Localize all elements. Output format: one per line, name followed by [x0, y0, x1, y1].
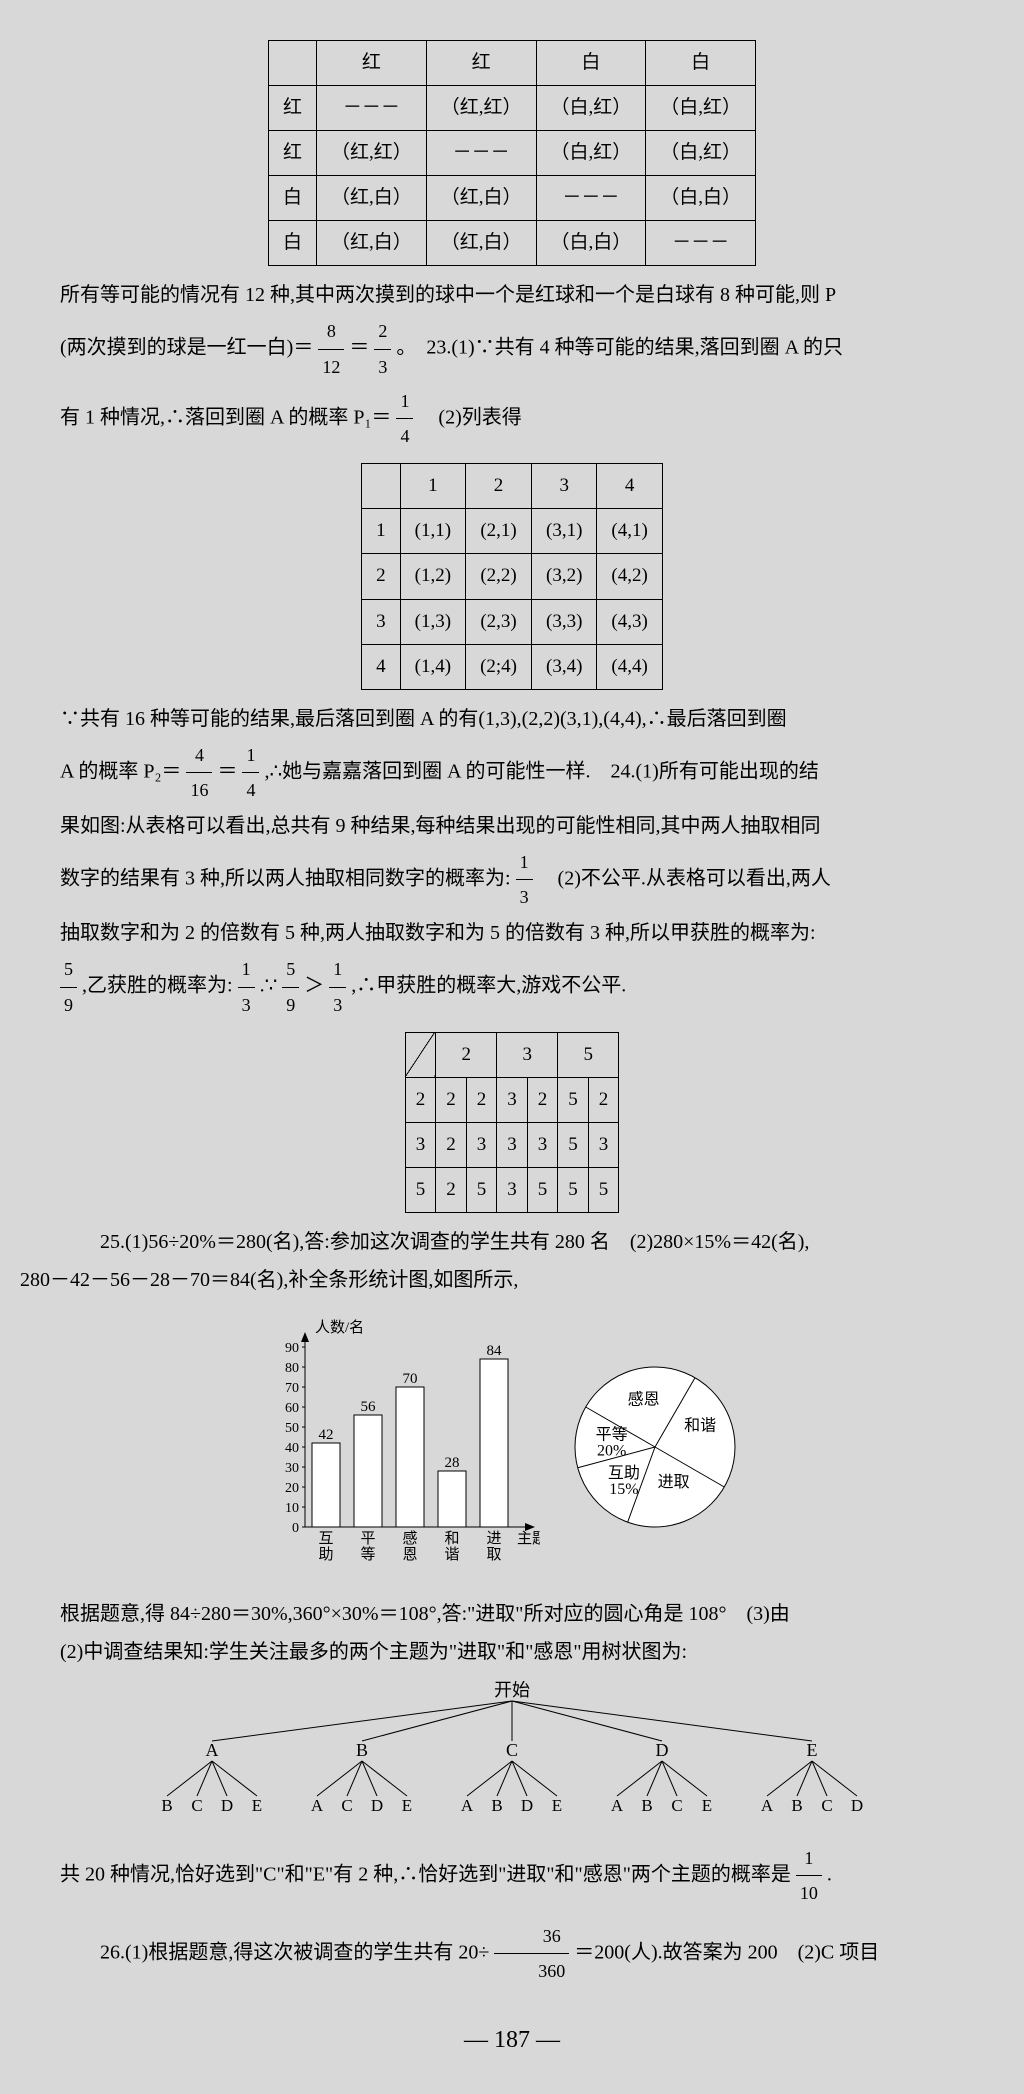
- paragraph-5: 共 20 种情况,恰好选到"C"和"E"有 2 种,∴恰好选到"进取"和"感恩"…: [60, 1841, 964, 1910]
- bar-chart: 0 10 20 30 40 50 60 70 80 90 42 互助 56 平等 70 感恩 28 和谐 84 进取 人…: [260, 1317, 540, 1577]
- svg-text:42: 42: [318, 1427, 333, 1443]
- svg-text:E: E: [402, 1796, 412, 1815]
- svg-text:恩: 恩: [402, 1547, 417, 1563]
- table-1: 红 红 白 白 红－－－（红,红）（白,红）（白,红） 红（红,红）－－－（白,…: [268, 40, 756, 266]
- svg-text:A: A: [311, 1796, 324, 1815]
- tree-diagram: 开始ABCDEBACDECABDEDABCEEABCD: [112, 1681, 912, 1831]
- svg-text:50: 50: [285, 1421, 299, 1436]
- svg-text:C: C: [191, 1796, 202, 1815]
- svg-text:感: 感: [402, 1530, 417, 1547]
- svg-text:B: B: [491, 1796, 502, 1815]
- svg-text:B: B: [161, 1796, 172, 1815]
- cell: 白: [536, 41, 646, 86]
- svg-text:开始: 开始: [494, 1681, 530, 1700]
- svg-text:E: E: [252, 1796, 262, 1815]
- fraction: 14: [396, 384, 413, 453]
- fraction: 23: [374, 314, 391, 383]
- svg-text:进取: 进取: [657, 1473, 689, 1491]
- svg-text:56: 56: [360, 1399, 376, 1415]
- cell: 红: [316, 41, 426, 86]
- svg-text:D: D: [371, 1796, 383, 1815]
- svg-text:28: 28: [444, 1455, 459, 1471]
- svg-text:90: 90: [285, 1341, 299, 1356]
- svg-text:B: B: [356, 1740, 368, 1760]
- table-3: 2 3 5 2223252 3233353 5253555: [405, 1032, 620, 1213]
- svg-text:20%: 20%: [597, 1443, 626, 1460]
- svg-text:进: 进: [486, 1530, 501, 1547]
- paragraph-2: ∵共有 16 种等可能的结果,最后落回到圈 A 的有(1,3),(2,2)(3,…: [60, 700, 964, 1022]
- cell: 红: [426, 41, 536, 86]
- svg-text:60: 60: [285, 1401, 299, 1416]
- svg-text:20: 20: [285, 1481, 299, 1496]
- paragraph-4: 根据题意,得 84÷280＝30%,360°×30%＝108°,答:"进取"所对…: [60, 1595, 964, 1671]
- paragraph-3: 25.(1)56÷20%＝280(名),答:参加这次调查的学生共有 280 名 …: [60, 1223, 964, 1299]
- svg-text:E: E: [807, 1740, 818, 1760]
- svg-text:C: C: [506, 1740, 518, 1760]
- svg-text:B: B: [641, 1796, 652, 1815]
- svg-text:A: A: [611, 1796, 624, 1815]
- svg-text:C: C: [671, 1796, 682, 1815]
- svg-text:互助: 互助: [607, 1464, 639, 1482]
- svg-text:D: D: [221, 1796, 233, 1815]
- fraction: 812: [318, 314, 344, 383]
- svg-text:40: 40: [285, 1441, 299, 1456]
- svg-text:70: 70: [402, 1371, 417, 1387]
- svg-text:10: 10: [285, 1501, 299, 1516]
- svg-text:C: C: [821, 1796, 832, 1815]
- svg-text:80: 80: [285, 1361, 299, 1376]
- page-number: — 187 —: [60, 2018, 964, 2064]
- svg-text:E: E: [552, 1796, 562, 1815]
- svg-text:C: C: [341, 1796, 352, 1815]
- svg-text:0: 0: [292, 1521, 299, 1536]
- svg-text:和: 和: [444, 1530, 459, 1547]
- svg-text:取: 取: [486, 1546, 501, 1563]
- svg-text:A: A: [461, 1796, 474, 1815]
- cell: [268, 41, 316, 86]
- svg-text:84: 84: [486, 1343, 502, 1359]
- svg-text:70: 70: [285, 1381, 299, 1396]
- table-2: 1 2 3 4 1(1,1)(2,1)(3,1)(4,1) 2(1,2)(2,2…: [361, 463, 663, 689]
- svg-text:A: A: [206, 1740, 219, 1760]
- svg-text:助: 助: [318, 1546, 333, 1563]
- svg-text:A: A: [761, 1796, 774, 1815]
- svg-text:D: D: [521, 1796, 533, 1815]
- svg-text:等: 等: [360, 1545, 375, 1563]
- paragraph-6: 26.(1)根据题意,得这次被调查的学生共有 20÷ 36360 ＝200(人)…: [60, 1919, 964, 1988]
- cell: 白: [646, 41, 756, 86]
- svg-text:主题: 主题: [517, 1530, 540, 1547]
- svg-text:15%: 15%: [609, 1481, 638, 1498]
- svg-text:谐: 谐: [444, 1546, 459, 1563]
- svg-text:B: B: [791, 1796, 802, 1815]
- svg-text:平等: 平等: [595, 1426, 627, 1444]
- svg-text:D: D: [851, 1796, 863, 1815]
- svg-text:E: E: [702, 1796, 712, 1815]
- svg-text:和谐: 和谐: [684, 1417, 716, 1435]
- paragraph-1: 所有等可能的情况有 12 种,其中两次摸到的球中一个是红球和一个是白球有 8 种…: [60, 276, 964, 453]
- charts-row: 0 10 20 30 40 50 60 70 80 90 42 互助 56 平等 70 感恩 28 和谐 84 进取 人…: [60, 1307, 964, 1587]
- svg-text:互: 互: [318, 1531, 333, 1547]
- svg-text:30: 30: [285, 1461, 299, 1476]
- svg-text:D: D: [656, 1740, 669, 1760]
- svg-text:平: 平: [360, 1531, 375, 1547]
- svg-text:人数/名: 人数/名: [315, 1319, 364, 1336]
- svg-text:感恩: 感恩: [627, 1391, 659, 1409]
- pie-chart: 感恩和谐进取互助15% 平等20%: [545, 1347, 765, 1547]
